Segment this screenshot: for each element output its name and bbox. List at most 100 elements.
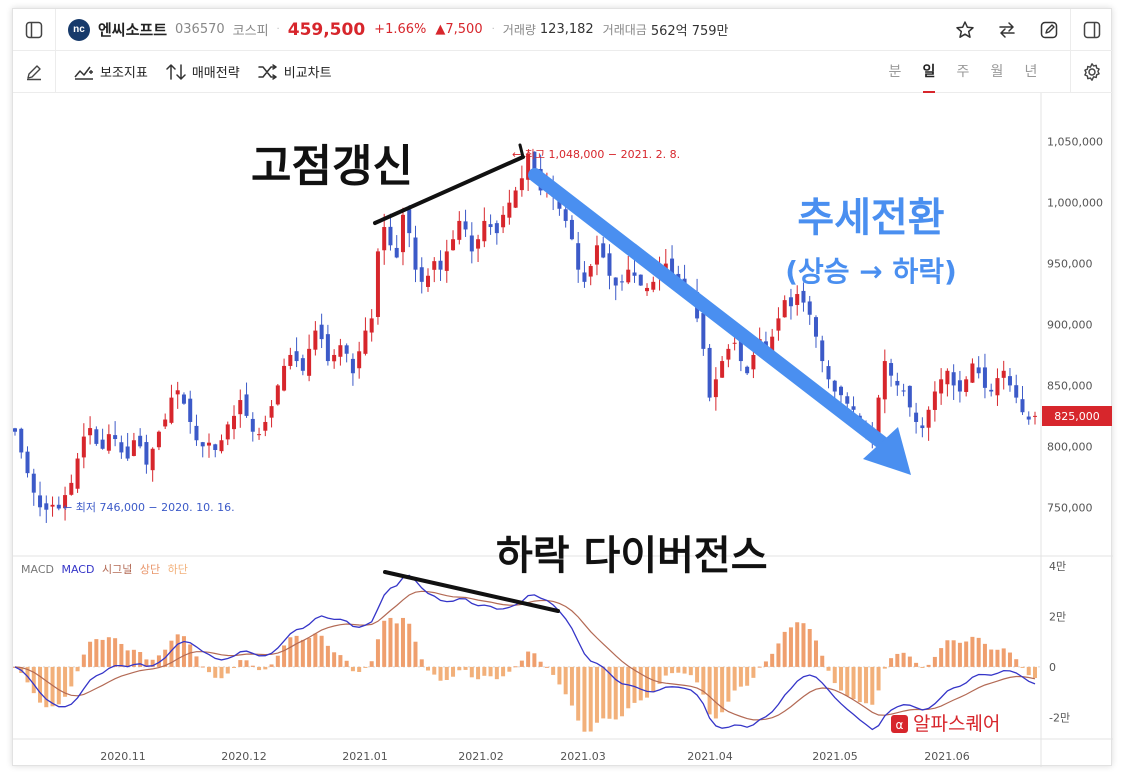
macd-histogram-bar — [957, 642, 962, 667]
macd-histogram-bar — [513, 666, 518, 668]
sidebar-toggle-button[interactable] — [13, 9, 55, 51]
candle-body — [776, 318, 781, 331]
high-price-label: ← 최고 1,048,000 − 2021. 2. 8. — [512, 148, 680, 161]
macd-histogram-bar — [169, 640, 174, 667]
candle-body — [1001, 370, 1006, 378]
volume-label: 거래량 — [502, 23, 536, 37]
macd-histogram-bar — [1026, 666, 1031, 676]
candle-body — [939, 379, 944, 394]
macd-histogram-bar — [751, 666, 756, 678]
macd-histogram-bar — [645, 666, 650, 698]
macd-histogram-bar — [426, 666, 431, 671]
candle-body — [394, 247, 399, 258]
candle-body — [638, 274, 643, 286]
candle-body — [206, 442, 211, 446]
candle-body — [738, 337, 743, 362]
candle-body — [626, 269, 631, 283]
macd-histogram-bar — [976, 637, 981, 667]
macd-histogram-bar — [501, 666, 506, 677]
macd-histogram-bar — [244, 660, 249, 667]
svg-text:MACD MACD 시그널: MACD MACD 시그널 상단 하단 — [21, 562, 188, 576]
macd-histogram-bar — [350, 666, 355, 672]
candle-body — [213, 444, 218, 450]
period-tab-year[interactable]: 년 — [1024, 63, 1038, 80]
edit-button[interactable] — [1028, 9, 1070, 51]
candle-body — [770, 336, 775, 354]
new-high-trendline-tick — [518, 143, 525, 159]
period-tabs: 분 일 주 월 년 — [878, 50, 1113, 93]
macd-histogram-bar — [50, 666, 55, 707]
macd-histogram-bar — [857, 666, 862, 703]
date-tick-label: 2021.06 — [924, 750, 970, 763]
macd-histogram-bar — [138, 652, 143, 667]
date-tick-label: 2021.05 — [812, 750, 858, 763]
macd-histogram-bar — [307, 638, 312, 667]
period-tab-week[interactable]: 주 — [956, 63, 970, 80]
candle-body — [957, 380, 962, 392]
right-panel-button[interactable] — [1071, 9, 1113, 51]
candle-body — [532, 151, 537, 173]
macd-histogram-bar — [507, 666, 512, 672]
macd-histogram-bar — [300, 639, 305, 667]
macd-histogram-bar — [338, 655, 343, 667]
macd-tick-label: 4만 — [1049, 560, 1066, 573]
chart-settings-button[interactable] — [1071, 51, 1113, 93]
drawing-tool-button[interactable] — [13, 51, 55, 93]
date-tick-label: 2021.03 — [560, 750, 606, 763]
macd-histogram-bar — [920, 666, 925, 668]
candle-body — [569, 219, 574, 240]
change-percent: +1.66% — [374, 22, 427, 37]
macd-histogram-bar — [238, 660, 243, 667]
period-tab-month[interactable]: 월 — [990, 63, 1004, 80]
candle-body — [713, 379, 718, 398]
pencil-icon — [27, 64, 41, 80]
trend-arrow-shaft — [528, 168, 892, 452]
macd-histogram-bar — [106, 637, 111, 667]
macd-histogram-bar — [438, 666, 443, 681]
favorite-button[interactable] — [944, 9, 986, 51]
macd-histogram-bar — [713, 666, 718, 719]
price-chart[interactable]: 1,050,000 1,000,000 950,000 900,000 850,000 8… — [13, 93, 1113, 767]
signal-line — [14, 590, 1036, 721]
candle-body — [645, 287, 650, 292]
macd-histogram-bar — [851, 666, 856, 699]
macd-histogram-bar — [232, 666, 237, 668]
macd-histogram-bar — [407, 623, 412, 667]
candle-body — [363, 330, 368, 354]
candle-body — [407, 209, 412, 234]
macd-histogram-bar — [895, 653, 900, 667]
period-tab-day[interactable]: 일 — [912, 51, 946, 93]
macd-histogram-bar — [1033, 666, 1037, 679]
macd-histogram-bar — [588, 666, 593, 732]
macd-histogram-bar — [188, 644, 193, 667]
macd-histogram-bar — [375, 639, 380, 667]
candle-body — [138, 435, 143, 447]
candle-body — [476, 239, 481, 249]
candle-body — [588, 266, 593, 277]
candle-body — [63, 495, 68, 509]
indicators-button[interactable]: 보조지표 — [74, 62, 148, 81]
macd-histogram-bar — [75, 666, 80, 672]
macd-histogram-bar — [388, 617, 393, 667]
alphasquare-logo-icon — [891, 715, 908, 733]
macd-histogram-bar — [125, 650, 130, 667]
stock-name[interactable]: 엔씨소프트 — [98, 21, 168, 39]
macd-histogram-bar — [707, 666, 712, 715]
candle-body — [357, 351, 362, 369]
company-logo: nc — [68, 18, 90, 41]
macd-histogram-bar — [444, 666, 449, 680]
candle-body — [801, 290, 806, 303]
sidebar-left-icon — [25, 21, 43, 38]
compare-button[interactable]: 비교차트 — [257, 62, 332, 81]
candle-body — [889, 363, 894, 376]
macd-histogram-bar — [788, 627, 793, 667]
candle-body — [338, 345, 343, 357]
strategy-button[interactable]: 매매전략 — [166, 62, 240, 81]
macd-tick-label: 2만 — [1049, 610, 1066, 623]
period-tab-minute[interactable]: 분 — [888, 63, 902, 80]
candle-body — [200, 442, 205, 447]
macd-histogram-bar — [1007, 652, 1012, 667]
swap-button[interactable] — [986, 9, 1028, 51]
macd-histogram-bar — [582, 666, 587, 732]
current-price-tag-label: 825,000 — [1054, 410, 1100, 423]
